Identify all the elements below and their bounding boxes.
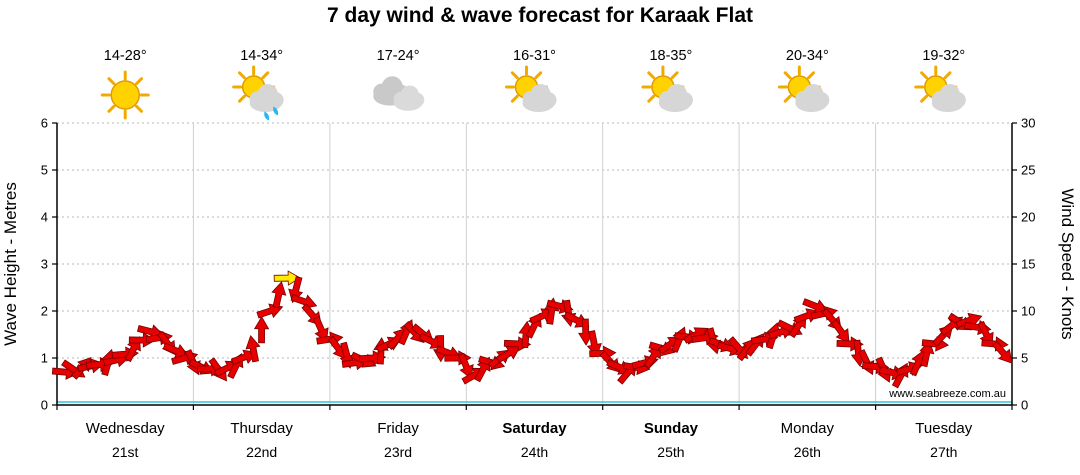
y-left-tick-label: 5	[41, 163, 48, 178]
weather-icon-partly-cloudy	[777, 65, 830, 112]
y-left-tick-label: 6	[41, 116, 48, 131]
temp-range: 20-34°	[786, 48, 829, 64]
day-name: Sunday	[644, 420, 699, 437]
watermark: www.seabreeze.com.au	[888, 388, 1006, 400]
day-date: 23rd	[384, 444, 412, 460]
day-date: 22nd	[246, 444, 277, 460]
day-name: Saturday	[502, 420, 567, 437]
day-date: 25th	[657, 444, 684, 460]
y-right-tick-label: 20	[1021, 210, 1035, 225]
y-left-tick-label: 4	[41, 210, 48, 225]
temp-range: 14-34°	[240, 48, 283, 64]
temp-range: 16-31°	[513, 48, 556, 64]
y-left-axis-title: Wave Height - Metres	[1, 182, 20, 346]
day-date: 21st	[112, 444, 139, 460]
y-left-tick-label: 3	[41, 257, 48, 272]
temp-range: 17-24°	[377, 48, 420, 64]
weather-icon-partly-cloudy-shower	[232, 65, 284, 121]
temp-range: 19-32°	[922, 48, 965, 64]
day-name: Tuesday	[915, 420, 972, 437]
weather-icon-cloudy	[373, 76, 425, 111]
weather-icon-partly-cloudy	[641, 65, 693, 112]
day-date: 26th	[794, 444, 821, 460]
y-left-tick-label: 2	[41, 304, 48, 319]
y-left-tick-label: 0	[41, 398, 48, 413]
day-name: Wednesday	[86, 420, 165, 437]
wind-arrow-band	[51, 270, 1013, 389]
y-right-tick-label: 30	[1021, 116, 1035, 131]
y-right-tick-label: 25	[1021, 163, 1035, 178]
temp-range: 14-28°	[104, 48, 147, 64]
y-right-tick-label: 5	[1021, 351, 1028, 366]
day-name: Thursday	[230, 420, 293, 437]
weather-icon-partly-cloudy	[505, 65, 557, 112]
weather-icon-partly-cloudy	[914, 65, 966, 112]
y-right-axis-title: Wind Speed - Knots	[1058, 188, 1077, 339]
y-right-tick-label: 0	[1021, 398, 1028, 413]
day-name: Monday	[781, 420, 835, 437]
chart-title: 7 day wind & wave forecast for Karaak Fl…	[327, 4, 753, 27]
temp-range: 18-35°	[649, 48, 692, 64]
day-date: 27th	[930, 444, 957, 460]
day-name: Friday	[377, 420, 419, 437]
y-left-tick-label: 1	[41, 351, 48, 366]
day-date: 24th	[521, 444, 548, 460]
y-right-tick-label: 15	[1021, 257, 1035, 272]
weather-icon-sunny	[100, 70, 150, 120]
y-right-tick-label: 10	[1021, 304, 1035, 319]
